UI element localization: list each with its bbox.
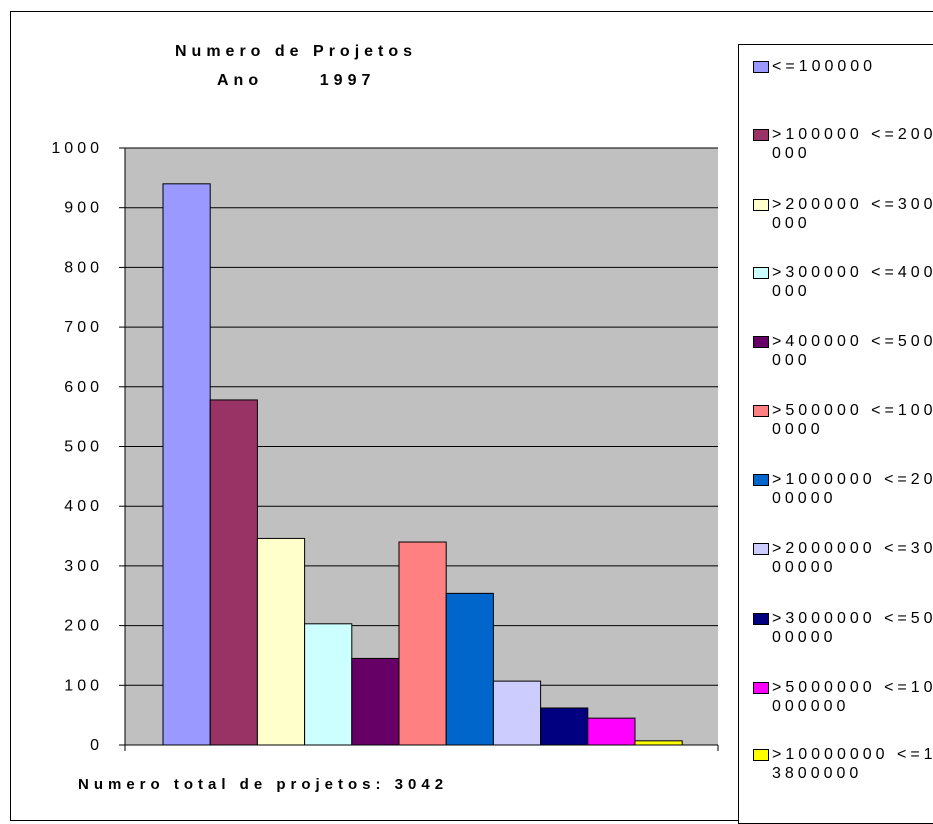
bar: [634, 740, 683, 746]
legend-item: >500000 <=1000000: [753, 401, 933, 439]
bar: [256, 537, 306, 746]
legend-swatch: [753, 336, 769, 348]
legend-item: >2000000 <=3000000: [753, 539, 933, 577]
legend-swatch: [753, 682, 769, 694]
legend-item: >1000000 <=2000000: [753, 470, 933, 508]
legend-swatch: [753, 405, 769, 417]
legend-item: >10000000 <=13800000: [753, 745, 933, 783]
bar: [304, 623, 353, 746]
legend-swatch: [753, 474, 769, 486]
legend-swatch: [753, 267, 769, 279]
y-tick-label: 100: [64, 677, 103, 694]
y-tick-label: 300: [64, 558, 103, 575]
bar: [445, 592, 494, 746]
legend-item: >3000000 <=5000000: [753, 609, 933, 647]
legend-label: >10000000 <=13800000: [772, 746, 933, 782]
legend-label: >400000 <=500000: [772, 333, 933, 369]
bar: [162, 183, 211, 746]
legend-label: >500000 <=1000000: [772, 402, 933, 438]
chart-title-line1: Numero de Projetos: [175, 43, 418, 60]
legend-label: >2000000 <=3000000: [772, 540, 933, 576]
legend-label: >100000 <=200000: [772, 126, 933, 162]
legend-label: >1000000 <=2000000: [772, 471, 933, 507]
y-tick-label: 500: [64, 439, 103, 456]
legend: <=100000 >100000 <=200000 >200000 <=300000…: [738, 44, 933, 824]
legend-item: >200000 <=300000: [753, 195, 933, 233]
y-tick-label: 400: [64, 498, 103, 515]
y-tick-label: 200: [64, 618, 103, 635]
legend-item: >100000 <=200000: [753, 125, 933, 163]
legend-label: >300000 <=400000: [772, 264, 933, 300]
legend-label: >5000000 <=10000000: [772, 679, 933, 715]
legend-swatch: [753, 199, 769, 211]
legend-item: >5000000 <=10000000: [753, 678, 933, 716]
chart-footer: Numero total de projetos: 3042: [78, 776, 449, 793]
y-tick-label: 1000: [51, 140, 103, 157]
y-tick-label: 0: [90, 737, 103, 754]
bar: [351, 657, 400, 746]
bar: [209, 399, 258, 746]
legend-label: <=100000: [772, 58, 877, 75]
legend-swatch: [753, 129, 769, 141]
y-tick-label: 700: [64, 319, 103, 336]
y-tick-label: 800: [64, 259, 103, 276]
legend-swatch: [753, 543, 769, 555]
legend-item: >300000 <=400000: [753, 263, 933, 301]
bar: [492, 680, 542, 746]
bar: [398, 541, 447, 746]
legend-swatch: [753, 749, 769, 761]
chart-title-line2: Ano 1997: [217, 72, 376, 89]
legend-item: <=100000: [753, 57, 933, 76]
legend-label: >3000000 <=5000000: [772, 610, 933, 646]
bar: [540, 707, 589, 746]
bar: [587, 717, 636, 746]
legend-label: >200000 <=300000: [772, 196, 933, 232]
y-tick-label: 600: [64, 379, 103, 396]
legend-swatch: [753, 61, 769, 73]
legend-swatch: [753, 613, 769, 625]
y-tick-label: 900: [64, 200, 103, 217]
legend-item: >400000 <=500000: [753, 332, 933, 370]
